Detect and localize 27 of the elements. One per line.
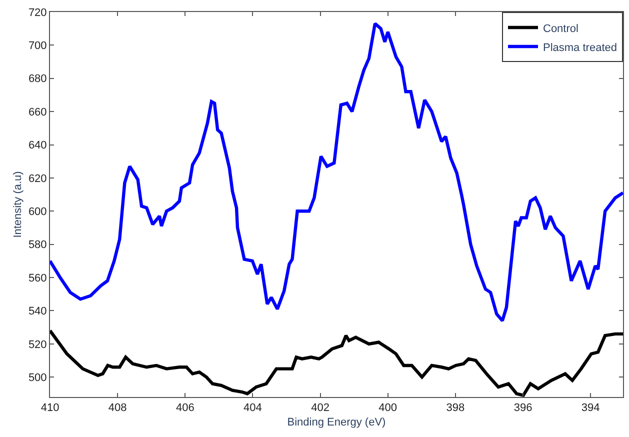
- line-series: [50, 22, 623, 322]
- legend-label: Plasma treated: [543, 42, 617, 54]
- y-tick-label: 600: [28, 206, 47, 218]
- y-tick-label: 640: [28, 140, 47, 152]
- x-tick-label: 408: [108, 402, 127, 414]
- y-tick-label: 560: [28, 272, 47, 284]
- x-axis-title: Binding Energy (eV): [287, 416, 386, 428]
- x-tick-label: 406: [176, 402, 194, 414]
- y-tick-label: 680: [28, 73, 47, 86]
- x-tick-label: 394: [581, 402, 600, 414]
- x-tick-label: 402: [311, 402, 330, 414]
- x-tick-label: 410: [40, 402, 60, 414]
- y-tick-label: 520: [28, 338, 47, 351]
- y-tick-label: 620: [28, 172, 47, 185]
- x-tick-label: 404: [244, 402, 262, 414]
- y-tick-label: 720: [28, 6, 47, 19]
- x-tick-label: 400: [378, 402, 398, 414]
- line-series: [50, 329, 623, 397]
- y-axis-title: Intensity (a.u): [12, 171, 24, 238]
- legend-label: Control: [543, 22, 578, 35]
- y-tick-label: 660: [28, 106, 47, 118]
- y-tick-label: 500: [28, 372, 47, 384]
- x-tick-label: 398: [446, 402, 465, 414]
- y-tick-label: 580: [28, 239, 47, 252]
- x-tick-label: 396: [514, 402, 532, 414]
- y-tick-label: 700: [28, 40, 47, 52]
- y-tick-label: 540: [28, 306, 47, 318]
